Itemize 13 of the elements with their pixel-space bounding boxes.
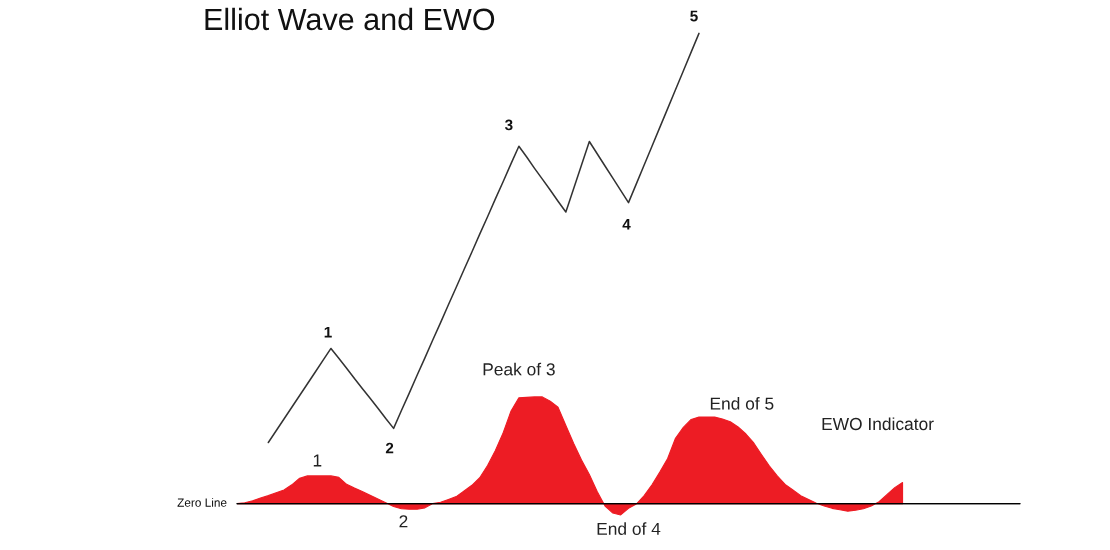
text: End of 4 [597,522,661,535]
annotation: 1 [324,326,332,338]
text: 5 [690,10,698,22]
ref-line-label: Zero Line [177,498,227,507]
annotation: 4 [622,219,631,230]
annotation: 1 [313,454,322,467]
annotation: End of 5 [710,397,774,410]
annotation: Peak of 3 [483,362,555,376]
text: 2 [399,515,408,528]
chart-title: Elliot Wave and EWO [205,7,495,31]
annotation: EWO Indicator [822,417,934,431]
annotation: 3 [504,119,513,131]
annotation: 2 [385,442,394,454]
